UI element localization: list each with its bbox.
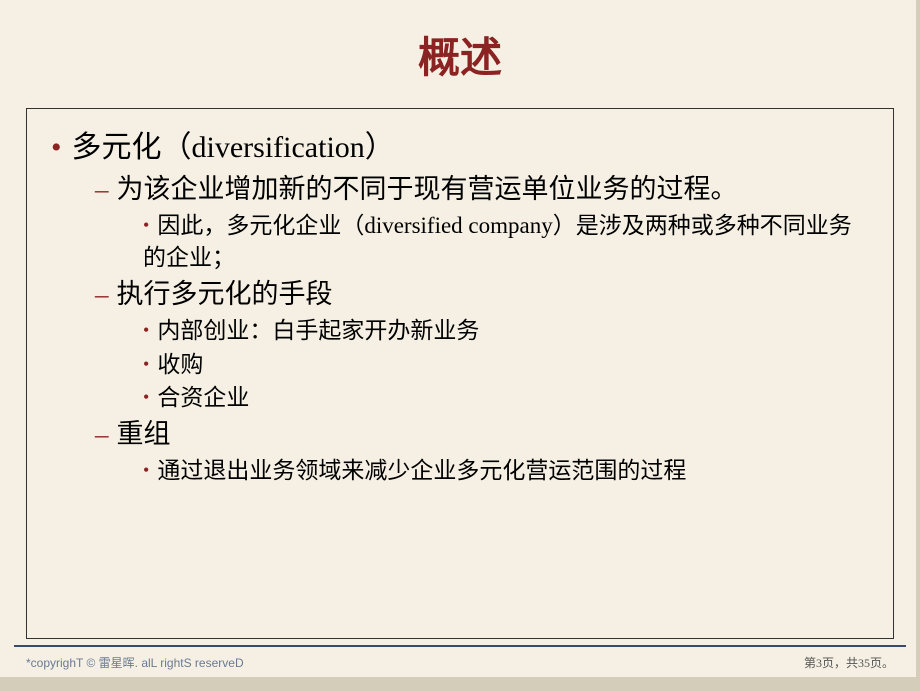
bullet-level3: • 通过退出业务领域来减少企业多元化营运范围的过程: [143, 455, 869, 487]
level1-text: 多元化（diversification）: [72, 131, 395, 164]
shadow-right: [916, 0, 920, 691]
bullet-level3: • 收购: [143, 349, 869, 381]
dot-icon: •: [143, 320, 149, 340]
footer-name: 雷星晖: [99, 656, 135, 670]
level2-text: 执行多元化的手段: [117, 279, 333, 309]
bullet-level3: • 合资企业: [143, 382, 869, 414]
bullet-level3: •因此，多元化企业（diversified company）是涉及两种或多种不同…: [143, 210, 869, 273]
dash-icon: –: [95, 174, 109, 204]
footer-prefix: *copyrighT ©: [26, 656, 99, 670]
bullet-level2: –为该企业增加新的不同于现有营运单位业务的过程。: [95, 171, 869, 208]
slide: 概述 •多元化（diversification） –为该企业增加新的不同于现有营…: [0, 0, 920, 691]
level2-text: 重组: [117, 419, 171, 449]
footer-left: *copyrighT © 雷星晖. alL rightS reserveD: [26, 654, 244, 671]
dot-icon: •: [143, 387, 149, 407]
bullet-level2: –重组: [95, 416, 869, 453]
shadow-bottom: [0, 677, 920, 691]
slide-title: 概述: [0, 0, 920, 105]
level3-text: 通过退出业务领域来减少企业多元化营运范围的过程: [157, 458, 686, 483]
bullet-icon: •: [51, 131, 62, 164]
footer-suffix: . alL rightS reserveD: [135, 656, 244, 670]
bullet-level3: • 内部创业：白手起家开办新业务: [143, 315, 869, 347]
dot-icon: •: [143, 215, 149, 235]
dash-icon: –: [95, 279, 109, 309]
bullet-level1: • 多元化（diversification）: [51, 127, 869, 169]
level2-text: 为该企业增加新的不同于现有营运单位业务的过程。: [117, 174, 738, 204]
level3-text: 内部创业：白手起家开办新业务: [157, 318, 479, 343]
content-box: •多元化（diversification） –为该企业增加新的不同于现有营运单位…: [26, 108, 894, 639]
level3-text: 合资企业: [157, 385, 249, 410]
bullet-level2: –执行多元化的手段: [95, 276, 869, 313]
dot-icon: •: [143, 354, 149, 374]
dash-icon: –: [95, 419, 109, 449]
dot-icon: •: [143, 460, 149, 480]
level3-text: 收购: [157, 352, 203, 377]
footer-right: 第3页，共35页。: [804, 654, 894, 671]
footer-line: [14, 645, 906, 647]
level3-text: 因此，多元化企业（diversified company）是涉及两种或多种不同业…: [143, 213, 852, 270]
